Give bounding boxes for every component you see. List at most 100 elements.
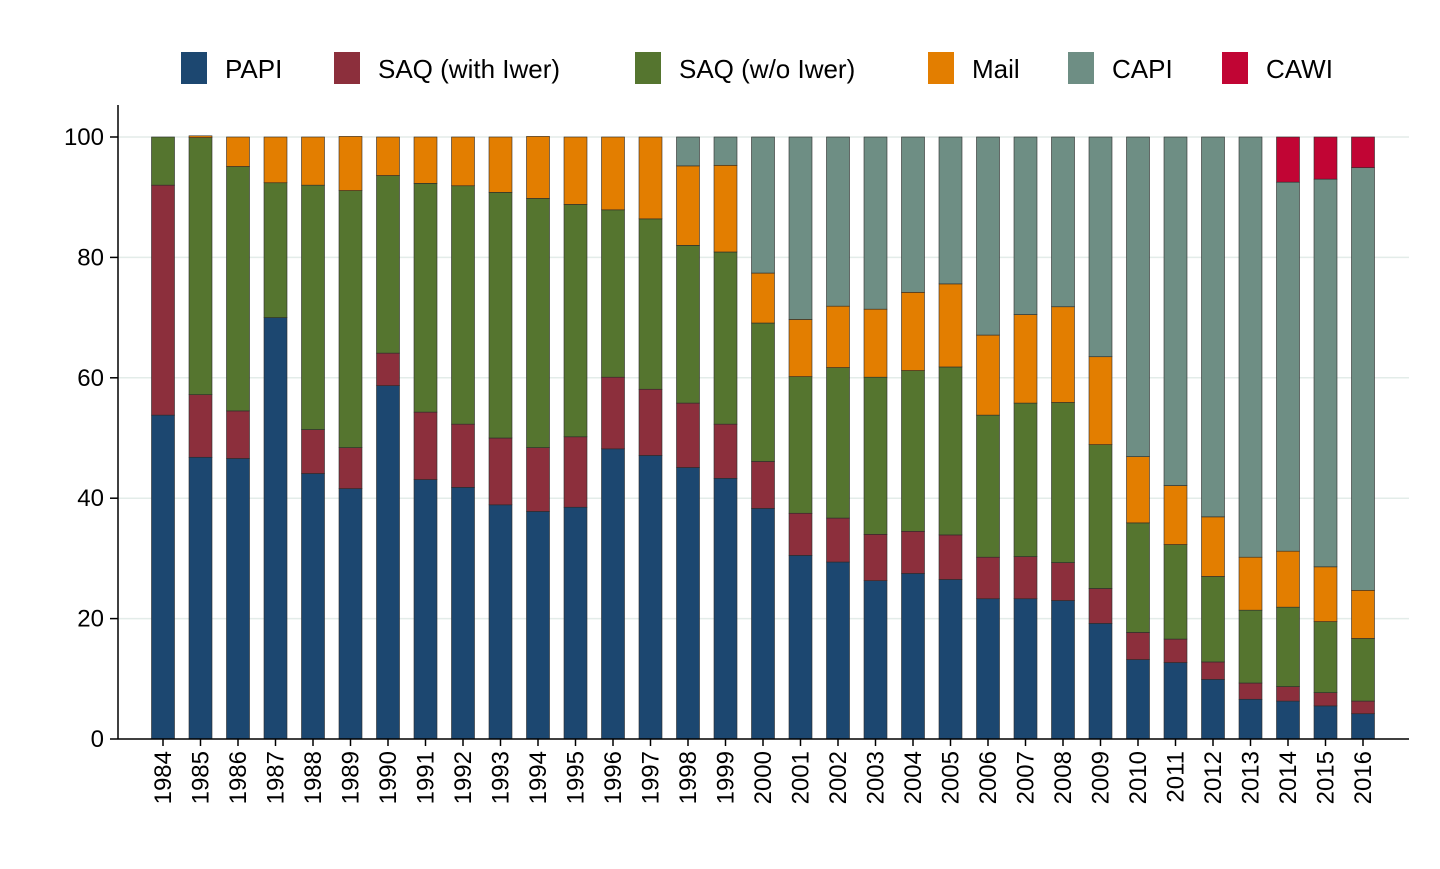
bar-2015-saq-with-iwer- bbox=[1313, 692, 1338, 707]
bar-2007-papi bbox=[1013, 598, 1038, 740]
bar-1995-mail bbox=[563, 136, 588, 205]
x-tick-label-2009: 2009 bbox=[1088, 751, 1115, 804]
bar-2013-papi bbox=[1238, 698, 1263, 740]
bar-1986-mail bbox=[226, 136, 250, 167]
bar-2015-mail bbox=[1313, 566, 1338, 622]
bar-1985-saq-w-o-iwer- bbox=[188, 137, 213, 395]
x-tick-label-1992: 1992 bbox=[450, 751, 477, 804]
bar-1985-mail bbox=[188, 135, 213, 138]
bar-1997-saq-with-iwer- bbox=[638, 388, 663, 456]
y-tick-label-60: 60 bbox=[77, 365, 104, 392]
bar-1985-papi bbox=[188, 456, 213, 740]
bar-2013-saq-with-iwer- bbox=[1238, 682, 1263, 700]
bar-2016-saq-w-o-iwer- bbox=[1351, 638, 1375, 702]
bar-2011-mail bbox=[1163, 485, 1188, 545]
x-tick-label-1987: 1987 bbox=[263, 751, 290, 804]
bar-1990-papi bbox=[376, 385, 400, 740]
bar-2011-saq-w-o-iwer- bbox=[1163, 544, 1188, 640]
legend-label-papi: PAPI bbox=[225, 54, 282, 84]
bar-2009-saq-w-o-iwer- bbox=[1088, 444, 1113, 589]
axes: 1984 1985 1986 1987 1988 1989 1990 1991 1992 1993… bbox=[64, 105, 1409, 804]
legend-label-cawi: CAWI bbox=[1266, 54, 1333, 84]
legend-swatch-saq-with-iwer bbox=[334, 52, 360, 84]
bar-2010-capi bbox=[1126, 136, 1150, 457]
bar-2015-papi bbox=[1313, 705, 1338, 740]
bar-1988-saq-w-o-iwer- bbox=[301, 184, 325, 430]
bar-2006-papi bbox=[976, 598, 1000, 740]
bar-2011-saq-with-iwer- bbox=[1163, 638, 1188, 663]
bar-1988-saq-with-iwer- bbox=[301, 429, 325, 474]
bar-1994-saq-with-iwer- bbox=[526, 447, 550, 512]
bar-1989-papi bbox=[338, 488, 363, 740]
bar-2002-papi bbox=[826, 561, 850, 740]
bar-2007-saq-with-iwer- bbox=[1013, 556, 1038, 600]
bar-1986-saq-w-o-iwer- bbox=[226, 166, 250, 412]
bar-2014-saq-w-o-iwer- bbox=[1276, 606, 1300, 687]
bar-2005-saq-with-iwer- bbox=[938, 534, 963, 580]
bar-1998-capi bbox=[676, 136, 700, 167]
bar-2003-papi bbox=[863, 580, 888, 740]
bar-1993-mail bbox=[488, 136, 513, 193]
bar-1994-saq-w-o-iwer- bbox=[526, 198, 550, 448]
bar-2004-papi bbox=[901, 573, 925, 740]
bar-2009-mail bbox=[1088, 356, 1113, 445]
bar-2001-saq-w-o-iwer- bbox=[788, 376, 813, 514]
bar-2005-capi bbox=[938, 136, 963, 285]
bar-1993-saq-with-iwer- bbox=[488, 437, 513, 506]
bar-1998-saq-with-iwer- bbox=[676, 402, 700, 468]
x-tick-label-1993: 1993 bbox=[488, 751, 515, 804]
bar-2016-cawi bbox=[1351, 136, 1375, 169]
bar-1991-papi bbox=[413, 479, 438, 740]
bar-2008-saq-w-o-iwer- bbox=[1051, 402, 1075, 563]
legend-swatch-saq-w-o-iwer bbox=[635, 52, 661, 84]
bar-2005-saq-w-o-iwer- bbox=[938, 366, 963, 536]
x-tick-label-1988: 1988 bbox=[300, 751, 327, 804]
bar-2014-capi bbox=[1276, 181, 1300, 552]
bar-2008-mail bbox=[1051, 306, 1075, 403]
legend: PAPI SAQ (with Iwer) SAQ (w/o Iwer) Mail CAP… bbox=[181, 52, 1333, 84]
bar-2004-capi bbox=[901, 136, 925, 293]
legend-label-saq-with-iwer: SAQ (with Iwer) bbox=[378, 54, 560, 84]
bar-1994-papi bbox=[526, 511, 550, 740]
bar-2000-mail bbox=[751, 272, 775, 324]
bar-2015-saq-w-o-iwer- bbox=[1313, 621, 1338, 693]
x-tick-label-2002: 2002 bbox=[825, 751, 852, 804]
x-tick-label-1994: 1994 bbox=[525, 751, 552, 804]
bar-2009-capi bbox=[1088, 136, 1113, 358]
bar-2014-cawi bbox=[1276, 136, 1300, 183]
x-tick-label-2000: 2000 bbox=[750, 751, 777, 804]
bar-2003-saq-w-o-iwer- bbox=[863, 376, 888, 535]
bar-2012-saq-with-iwer- bbox=[1201, 661, 1225, 680]
bar-2010-saq-w-o-iwer- bbox=[1126, 522, 1150, 633]
bar-2007-capi bbox=[1013, 136, 1038, 315]
bar-1987-papi bbox=[263, 317, 288, 740]
bar-1998-mail bbox=[676, 165, 700, 246]
bar-1990-mail bbox=[376, 136, 400, 176]
bar-2016-saq-with-iwer- bbox=[1351, 700, 1375, 715]
bar-1994-mail bbox=[526, 136, 550, 199]
bar-1993-saq-w-o-iwer- bbox=[488, 192, 513, 439]
legend-label-capi: CAPI bbox=[1112, 54, 1173, 84]
bar-1992-mail bbox=[451, 136, 475, 187]
bar-1992-saq-with-iwer- bbox=[451, 423, 475, 488]
bar-1990-saq-with-iwer- bbox=[376, 352, 400, 386]
x-tick-label-1999: 1999 bbox=[713, 751, 740, 804]
bar-2012-saq-w-o-iwer- bbox=[1201, 576, 1225, 663]
bar-2002-saq-w-o-iwer- bbox=[826, 367, 850, 519]
bar-2012-papi bbox=[1201, 679, 1225, 740]
bar-1999-capi bbox=[713, 136, 738, 166]
x-tick-label-1989: 1989 bbox=[338, 751, 365, 804]
x-tick-label-1991: 1991 bbox=[413, 751, 440, 804]
bar-2014-mail bbox=[1276, 550, 1300, 608]
x-tick-label-1985: 1985 bbox=[188, 751, 215, 804]
y-tick-label-100: 100 bbox=[64, 124, 104, 151]
bar-1984-saq-w-o-iwer- bbox=[151, 136, 175, 186]
bar-1989-saq-w-o-iwer- bbox=[338, 190, 363, 448]
x-tick-label-1984: 1984 bbox=[150, 751, 177, 804]
x-tick-label-2001: 2001 bbox=[788, 751, 815, 804]
bar-2013-capi bbox=[1238, 136, 1263, 558]
x-tick-label-2013: 2013 bbox=[1238, 751, 1265, 804]
bar-2012-capi bbox=[1201, 136, 1225, 518]
